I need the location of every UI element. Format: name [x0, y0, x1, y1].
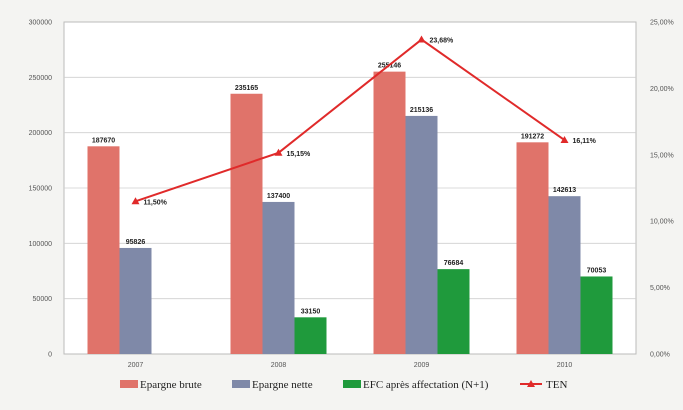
bar: [437, 269, 470, 354]
bar-label: 187670: [92, 137, 115, 144]
bar: [373, 71, 406, 354]
bar: [294, 317, 327, 354]
x-tick-label: 2009: [414, 362, 430, 369]
y-tick-label: 250000: [29, 75, 52, 82]
bars: 187670 95826 235165 137400 33150 255146 215136…: [87, 63, 613, 354]
bar-label: 70053: [587, 267, 607, 274]
y2-tick-label: 20,00%: [650, 86, 674, 93]
bar-label: 137400: [267, 193, 290, 200]
ten-label: 15,15%: [287, 151, 312, 158]
ten-point: [274, 148, 283, 156]
y-axis-left: 0 50000 100000 150000 200000 250000 300000: [29, 20, 52, 359]
ten-label: 16,11%: [573, 138, 597, 145]
y-tick-label: 50000: [33, 296, 53, 303]
legend-swatch: [120, 380, 138, 388]
y-tick-label: 300000: [29, 20, 52, 27]
bar: [580, 276, 613, 354]
ten-line: 11,50% 15,15% 23,68% 16,11%: [131, 35, 597, 206]
ten-label: 11,50%: [144, 199, 168, 206]
legend-swatch: [232, 380, 250, 388]
legend-marker: [527, 380, 535, 387]
ten-polyline: [135, 38, 566, 203]
y2-tick-label: 5,00%: [650, 285, 670, 292]
y2-tick-label: 15,00%: [650, 152, 674, 159]
legend: Epargne brute Epargne nette EFC après affe…: [120, 379, 567, 391]
bar-label: 235165: [235, 85, 258, 92]
y-tick-label: 0: [48, 352, 52, 359]
bar-label: 255146: [378, 63, 401, 70]
y2-tick-label: 0,00%: [650, 352, 670, 359]
y2-tick-label: 10,00%: [650, 219, 674, 226]
ten-label: 23,68%: [430, 38, 455, 45]
ten-point: [131, 197, 140, 205]
y-axis-right: 0,00% 5,00% 10,00% 15,00% 20,00% 25,00%: [650, 20, 674, 359]
legend-label: Epargne brute: [140, 379, 202, 391]
y-tick-label: 150000: [29, 186, 52, 193]
bar: [405, 115, 438, 354]
bar-label: 191272: [521, 133, 544, 140]
bar-label: 142613: [553, 187, 576, 194]
bar: [230, 93, 263, 354]
x-axis: 2007 2008 2009 2010: [128, 362, 573, 369]
bar-label: 215136: [410, 107, 433, 114]
bar: [516, 142, 549, 354]
x-tick-label: 2008: [271, 362, 287, 369]
bar: [87, 146, 120, 354]
legend-label: EFC après affectation (N+1): [363, 379, 489, 391]
ten-point: [560, 136, 569, 144]
bar-label: 33150: [301, 308, 321, 315]
legend-label: TEN: [546, 379, 567, 391]
x-tick-label: 2007: [128, 362, 144, 369]
x-tick-label: 2010: [557, 362, 573, 369]
bar: [262, 201, 295, 354]
bar: [119, 247, 152, 354]
y2-tick-label: 25,00%: [650, 20, 674, 27]
y-tick-label: 100000: [29, 241, 52, 248]
bar-label: 76684: [444, 260, 464, 267]
ten-point: [417, 35, 426, 43]
legend-swatch: [343, 380, 361, 388]
bar-label: 95826: [126, 239, 146, 246]
legend-label: Epargne nette: [252, 379, 313, 391]
y-tick-label: 200000: [29, 130, 52, 137]
bar: [548, 196, 581, 354]
